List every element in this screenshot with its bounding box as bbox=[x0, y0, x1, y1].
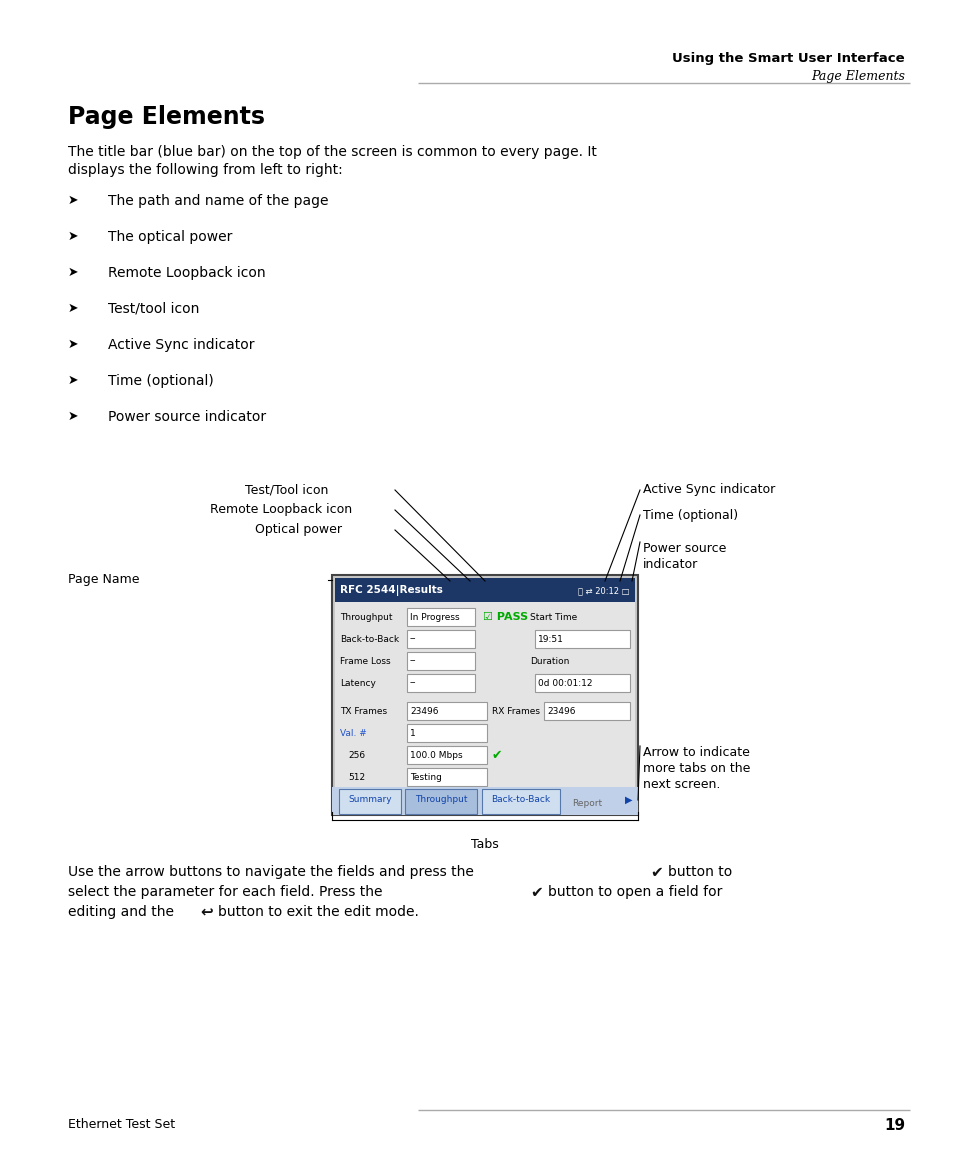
Text: Time (optional): Time (optional) bbox=[642, 509, 738, 522]
Text: Throughput: Throughput bbox=[415, 795, 467, 804]
Text: --: -- bbox=[410, 678, 416, 687]
Bar bbox=[535, 630, 629, 648]
Text: Power source indicator: Power source indicator bbox=[108, 410, 266, 424]
Text: Time (optional): Time (optional) bbox=[108, 374, 213, 388]
Bar bbox=[543, 794, 629, 812]
Bar bbox=[543, 702, 629, 720]
Bar bbox=[407, 630, 475, 648]
Text: RX Frames: RX Frames bbox=[492, 707, 539, 715]
Text: Power source: Power source bbox=[642, 542, 725, 555]
Text: Back-to-Back: Back-to-Back bbox=[339, 634, 398, 643]
Text: Duration: Duration bbox=[530, 656, 569, 665]
Text: Page Elements: Page Elements bbox=[810, 70, 904, 83]
Text: Testing: Testing bbox=[410, 773, 441, 781]
Bar bbox=[407, 675, 475, 692]
Text: ➤: ➤ bbox=[68, 410, 78, 423]
Text: ✔: ✔ bbox=[492, 749, 502, 761]
Text: button to open a field for: button to open a field for bbox=[547, 885, 721, 899]
Text: Back-to-Back: Back-to-Back bbox=[491, 795, 550, 804]
Text: 0d 00:01:12: 0d 00:01:12 bbox=[537, 678, 592, 687]
Text: 🖨 ⇄ 20:12 □: 🖨 ⇄ 20:12 □ bbox=[578, 586, 629, 596]
Text: Val. #: Val. # bbox=[339, 729, 366, 737]
Text: Summary: Summary bbox=[348, 795, 392, 804]
Text: Test/tool icon: Test/tool icon bbox=[108, 302, 199, 316]
Text: button to exit the edit mode.: button to exit the edit mode. bbox=[218, 905, 418, 919]
Text: ☑ PASS: ☑ PASS bbox=[482, 612, 528, 622]
Text: Remote Loopback icon: Remote Loopback icon bbox=[210, 503, 352, 517]
Text: Frame Loss: Frame Loss bbox=[339, 656, 390, 665]
Bar bbox=[332, 787, 638, 815]
Bar bbox=[407, 724, 486, 742]
Text: Report: Report bbox=[572, 799, 601, 808]
Text: Using the Smart User Interface: Using the Smart User Interface bbox=[672, 52, 904, 65]
Text: The title bar (blue bar) on the top of the screen is common to every page. It: The title bar (blue bar) on the top of t… bbox=[68, 145, 597, 159]
Text: Tabs: Tabs bbox=[471, 838, 498, 851]
Bar bbox=[407, 768, 486, 786]
Text: ↩: ↩ bbox=[200, 905, 213, 920]
Text: The path and name of the page: The path and name of the page bbox=[108, 194, 328, 207]
Text: TX Frames: TX Frames bbox=[339, 707, 387, 715]
Text: In Progress: In Progress bbox=[410, 612, 459, 621]
Text: indicator: indicator bbox=[642, 557, 698, 571]
Text: The optical power: The optical power bbox=[108, 229, 233, 245]
Bar bbox=[335, 578, 635, 602]
Text: Ethernet Test Set: Ethernet Test Set bbox=[68, 1118, 175, 1131]
Text: ➤: ➤ bbox=[68, 267, 78, 279]
Text: ✔: ✔ bbox=[649, 865, 662, 880]
Text: ➤: ➤ bbox=[68, 302, 78, 315]
Text: 19:51: 19:51 bbox=[537, 634, 563, 643]
Text: ➤: ➤ bbox=[68, 229, 78, 243]
Text: select the parameter for each field. Press the: select the parameter for each field. Pre… bbox=[68, 885, 382, 899]
Text: next screen.: next screen. bbox=[642, 778, 720, 790]
Text: 256: 256 bbox=[348, 751, 365, 759]
Bar bbox=[405, 789, 476, 814]
Text: displays the following from left to right:: displays the following from left to righ… bbox=[68, 163, 342, 177]
Text: editing and the: editing and the bbox=[68, 905, 173, 919]
Text: ✔: ✔ bbox=[530, 885, 542, 901]
Text: 512: 512 bbox=[348, 773, 365, 781]
Text: Remote Loopback icon: Remote Loopback icon bbox=[108, 267, 265, 280]
Text: ➤: ➤ bbox=[68, 374, 78, 387]
Text: RFC 2544|Results: RFC 2544|Results bbox=[339, 585, 442, 597]
Text: Test/Tool icon: Test/Tool icon bbox=[245, 483, 328, 496]
Text: Optical power: Optical power bbox=[254, 524, 341, 537]
Bar bbox=[407, 608, 475, 626]
Bar bbox=[407, 653, 475, 670]
Text: Latency: Latency bbox=[339, 678, 375, 687]
Bar bbox=[535, 675, 629, 692]
Bar bbox=[332, 575, 638, 815]
Bar bbox=[407, 746, 486, 764]
Text: Page Name: Page Name bbox=[68, 574, 139, 586]
Text: Use the arrow buttons to navigate the fields and press the: Use the arrow buttons to navigate the fi… bbox=[68, 865, 474, 879]
Text: Arrow to indicate: Arrow to indicate bbox=[642, 746, 749, 759]
Text: Active Sync indicator: Active Sync indicator bbox=[108, 338, 254, 352]
Text: 1: 1 bbox=[410, 729, 416, 737]
Text: button to: button to bbox=[667, 865, 732, 879]
Text: ➤: ➤ bbox=[68, 194, 78, 207]
Text: --: -- bbox=[410, 656, 416, 665]
Text: Start Time: Start Time bbox=[530, 612, 577, 621]
Text: Throughput: Throughput bbox=[339, 612, 392, 621]
Text: --: -- bbox=[410, 634, 416, 643]
Text: 23496: 23496 bbox=[546, 707, 575, 715]
Bar bbox=[481, 789, 559, 814]
Bar bbox=[335, 602, 635, 812]
Text: ➤: ➤ bbox=[68, 338, 78, 351]
Text: 23496: 23496 bbox=[410, 707, 438, 715]
Text: ▶: ▶ bbox=[624, 795, 631, 806]
Text: 19: 19 bbox=[882, 1118, 904, 1134]
Text: more tabs on the: more tabs on the bbox=[642, 761, 750, 775]
Text: Page Elements: Page Elements bbox=[68, 105, 265, 129]
Bar bbox=[407, 702, 486, 720]
Text: 100.0 Mbps: 100.0 Mbps bbox=[410, 751, 462, 759]
Text: Active Sync indicator: Active Sync indicator bbox=[642, 483, 775, 496]
Bar bbox=[338, 789, 400, 814]
